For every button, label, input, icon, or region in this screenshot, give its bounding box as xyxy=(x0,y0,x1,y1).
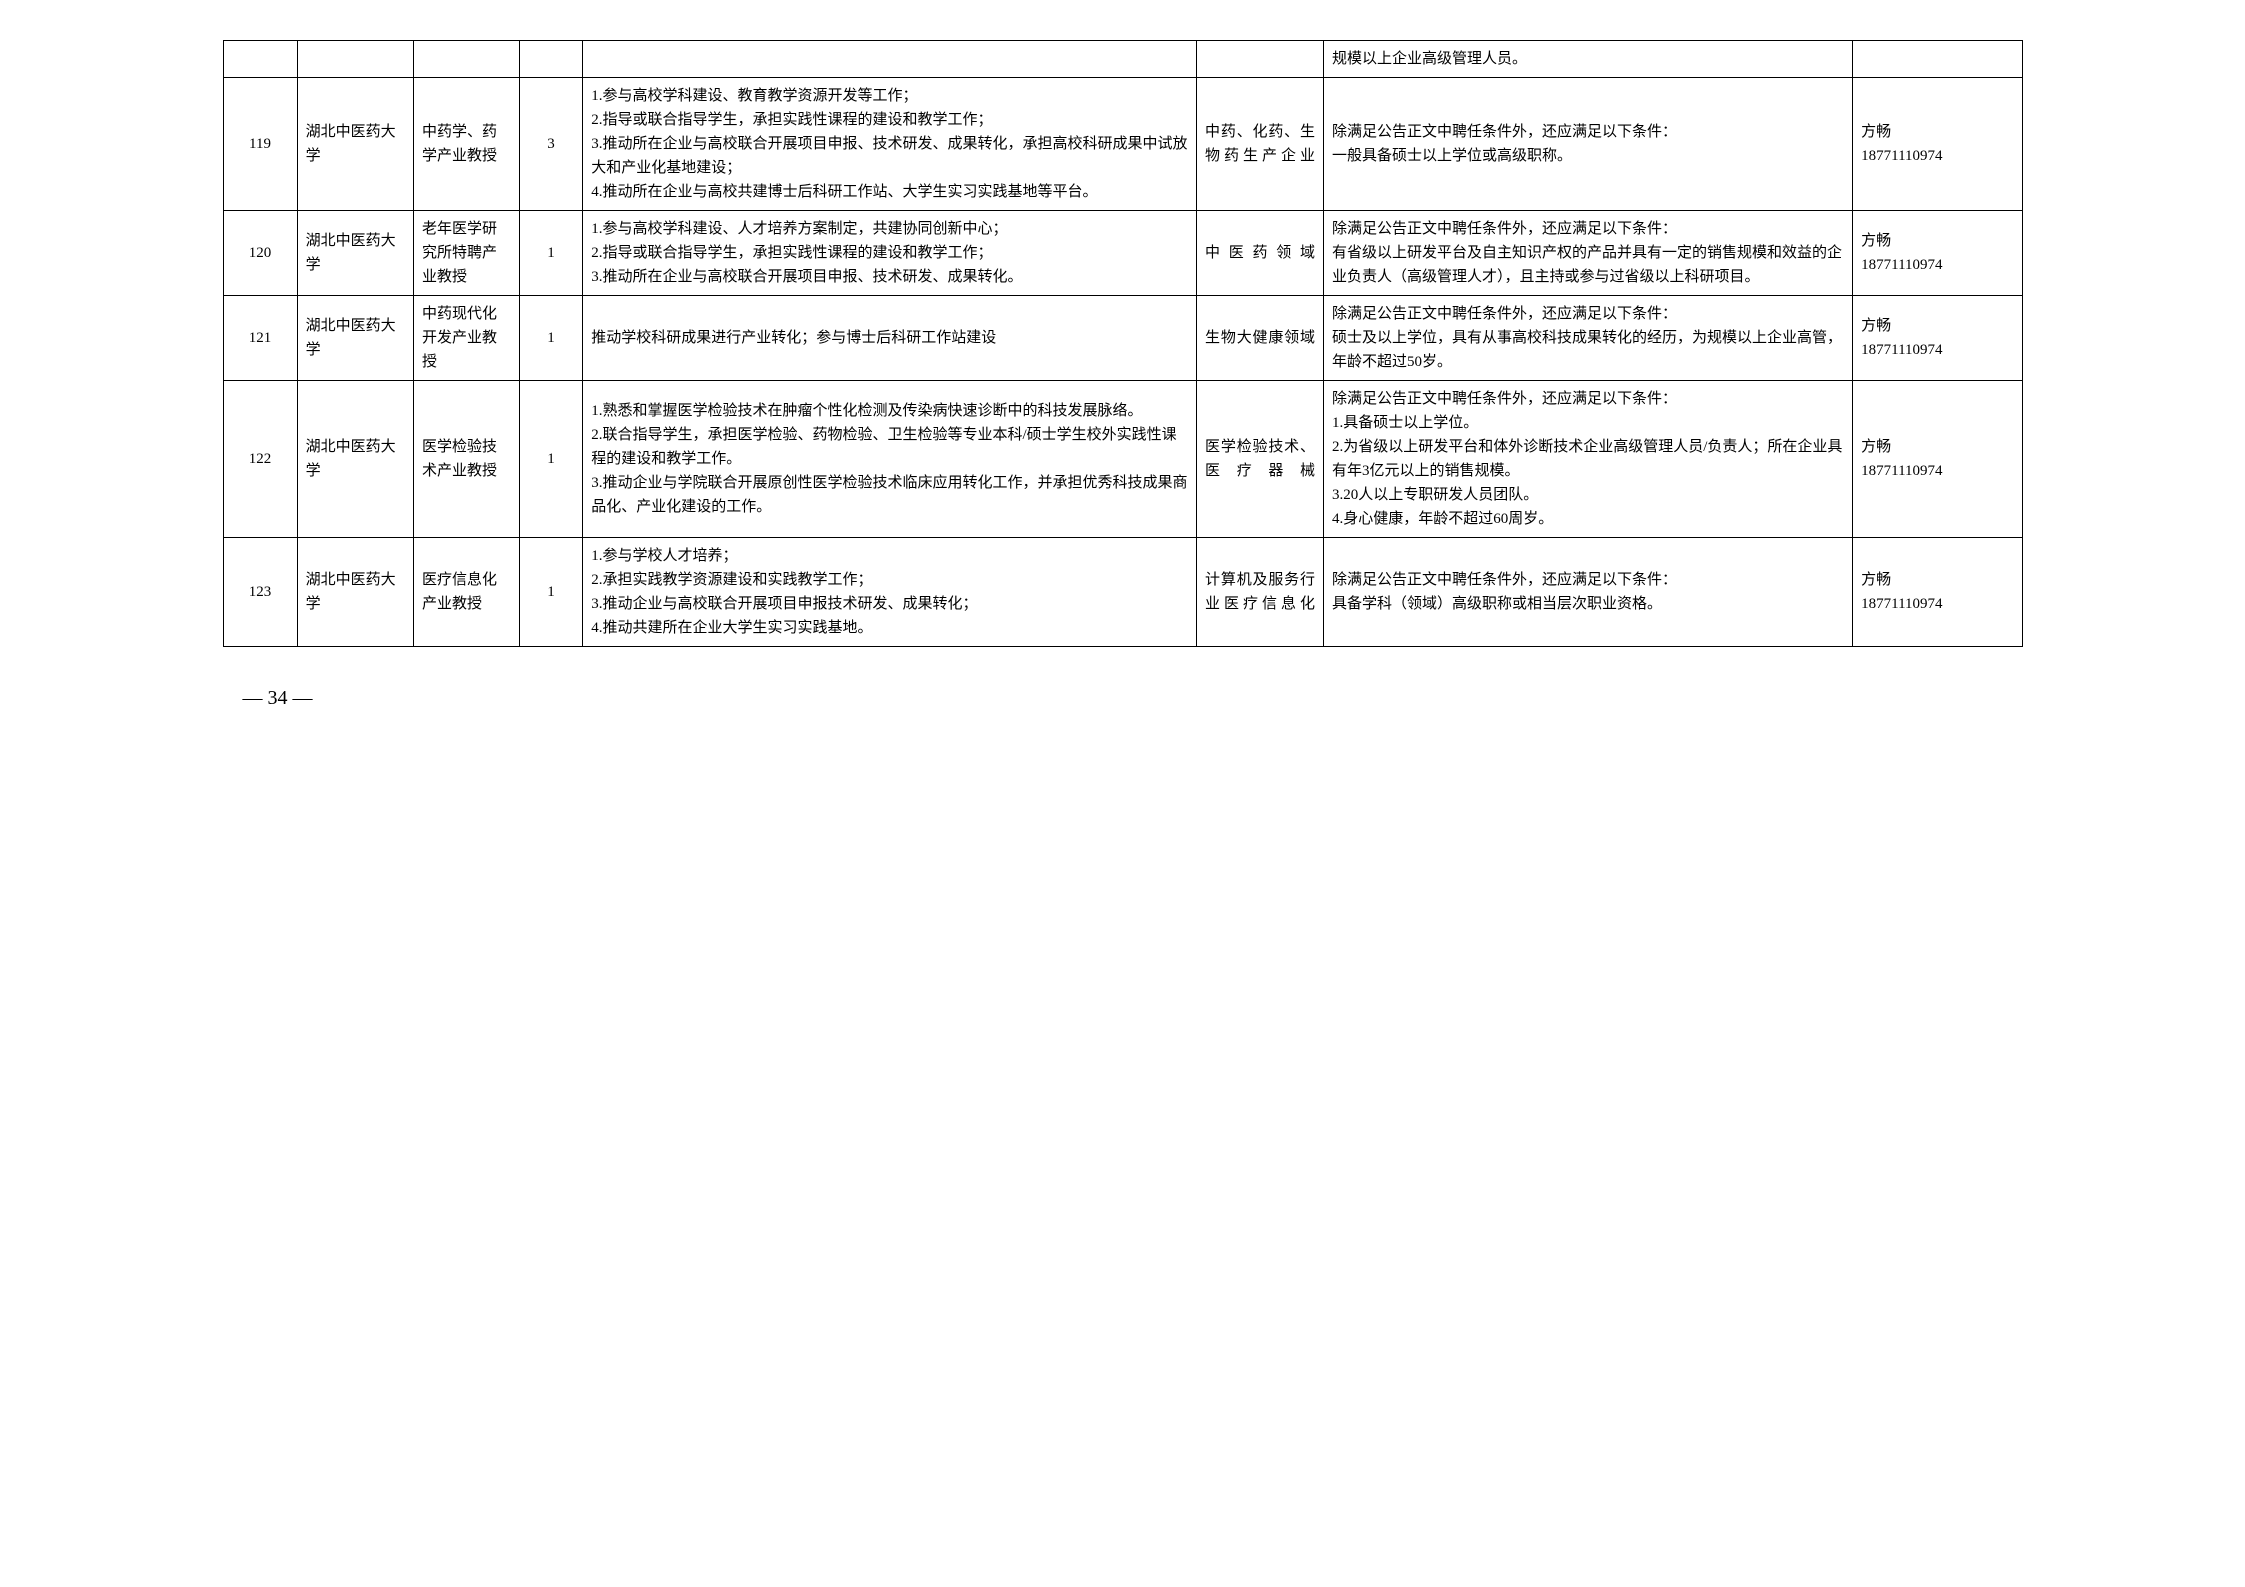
cell-count xyxy=(519,41,582,78)
cell-duties: 1.参与高校学科建设、人才培养方案制定，共建协同创新中心；2.指导或联合指导学生… xyxy=(583,211,1197,296)
cell-contact: 方畅18771110974 xyxy=(1853,538,2022,647)
table-row: 119 湖北中医药大学 中药学、药学产业教授 3 1.参与高校学科建设、教育教学… xyxy=(223,78,2022,211)
cell-count: 1 xyxy=(519,296,582,381)
cell-university xyxy=(297,41,413,78)
cell-contact xyxy=(1853,41,2022,78)
cell-count: 1 xyxy=(519,381,582,538)
table-row: 123 湖北中医药大学 医疗信息化产业教授 1 1.参与学校人才培养；2.承担实… xyxy=(223,538,2022,647)
cell-id: 119 xyxy=(223,78,297,211)
cell-id: 121 xyxy=(223,296,297,381)
cell-field: 中药、化药、生物药生产企业 xyxy=(1197,78,1324,211)
cell-requirements: 除满足公告正文中聘任条件外，还应满足以下条件：有省级以上研发平台及自主知识产权的… xyxy=(1324,211,1853,296)
cell-university: 湖北中医药大学 xyxy=(297,211,413,296)
cell-position: 中药现代化开发产业教授 xyxy=(413,296,519,381)
document-page: 规模以上企业高级管理人员。 119 湖北中医药大学 中药学、药学产业教授 3 1… xyxy=(223,40,2023,710)
cell-contact: 方畅18771110974 xyxy=(1853,381,2022,538)
cell-requirements: 除满足公告正文中聘任条件外，还应满足以下条件：具备学科（领域）高级职称或相当层次… xyxy=(1324,538,1853,647)
table-row: 120 湖北中医药大学 老年医学研究所特聘产业教授 1 1.参与高校学科建设、人… xyxy=(223,211,2022,296)
cell-field: 医学检验技术、医疗器械 xyxy=(1197,381,1324,538)
cell-requirements: 规模以上企业高级管理人员。 xyxy=(1324,41,1853,78)
cell-field: 生物大健康领域 xyxy=(1197,296,1324,381)
cell-position xyxy=(413,41,519,78)
cell-requirements: 除满足公告正文中聘任条件外，还应满足以下条件：1.具备硕士以上学位。2.为省级以… xyxy=(1324,381,1853,538)
cell-duties: 1.熟悉和掌握医学检验技术在肿瘤个性化检测及传染病快速诊断中的科技发展脉络。2.… xyxy=(583,381,1197,538)
cell-field: 中医药领域 xyxy=(1197,211,1324,296)
cell-contact: 方畅18771110974 xyxy=(1853,296,2022,381)
cell-duties: 推动学校科研成果进行产业转化；参与博士后科研工作站建设 xyxy=(583,296,1197,381)
cell-duties xyxy=(583,41,1197,78)
cell-position: 医疗信息化产业教授 xyxy=(413,538,519,647)
cell-field: 计算机及服务行业医疗信息化 xyxy=(1197,538,1324,647)
cell-duties: 1.参与学校人才培养；2.承担实践教学资源建设和实践教学工作；3.推动企业与高校… xyxy=(583,538,1197,647)
cell-id xyxy=(223,41,297,78)
cell-field xyxy=(1197,41,1324,78)
cell-university: 湖北中医药大学 xyxy=(297,296,413,381)
cell-contact: 方畅18771110974 xyxy=(1853,78,2022,211)
cell-id: 123 xyxy=(223,538,297,647)
table-row: 122 湖北中医药大学 医学检验技术产业教授 1 1.熟悉和掌握医学检验技术在肿… xyxy=(223,381,2022,538)
cell-id: 122 xyxy=(223,381,297,538)
cell-university: 湖北中医药大学 xyxy=(297,78,413,211)
cell-count: 3 xyxy=(519,78,582,211)
cell-contact: 方畅18771110974 xyxy=(1853,211,2022,296)
cell-count: 1 xyxy=(519,538,582,647)
cell-position: 中药学、药学产业教授 xyxy=(413,78,519,211)
cell-id: 120 xyxy=(223,211,297,296)
table-body: 规模以上企业高级管理人员。 119 湖北中医药大学 中药学、药学产业教授 3 1… xyxy=(223,41,2022,647)
cell-university: 湖北中医药大学 xyxy=(297,538,413,647)
cell-count: 1 xyxy=(519,211,582,296)
table-row: 121 湖北中医药大学 中药现代化开发产业教授 1 推动学校科研成果进行产业转化… xyxy=(223,296,2022,381)
page-number: — 34 — xyxy=(223,687,2023,710)
cell-position: 医学检验技术产业教授 xyxy=(413,381,519,538)
cell-requirements: 除满足公告正文中聘任条件外，还应满足以下条件：一般具备硕士以上学位或高级职称。 xyxy=(1324,78,1853,211)
cell-position: 老年医学研究所特聘产业教授 xyxy=(413,211,519,296)
recruitment-table: 规模以上企业高级管理人员。 119 湖北中医药大学 中药学、药学产业教授 3 1… xyxy=(223,40,2023,647)
cell-university: 湖北中医药大学 xyxy=(297,381,413,538)
table-row: 规模以上企业高级管理人员。 xyxy=(223,41,2022,78)
cell-requirements: 除满足公告正文中聘任条件外，还应满足以下条件：硕士及以上学位，具有从事高校科技成… xyxy=(1324,296,1853,381)
cell-duties: 1.参与高校学科建设、教育教学资源开发等工作；2.指导或联合指导学生，承担实践性… xyxy=(583,78,1197,211)
